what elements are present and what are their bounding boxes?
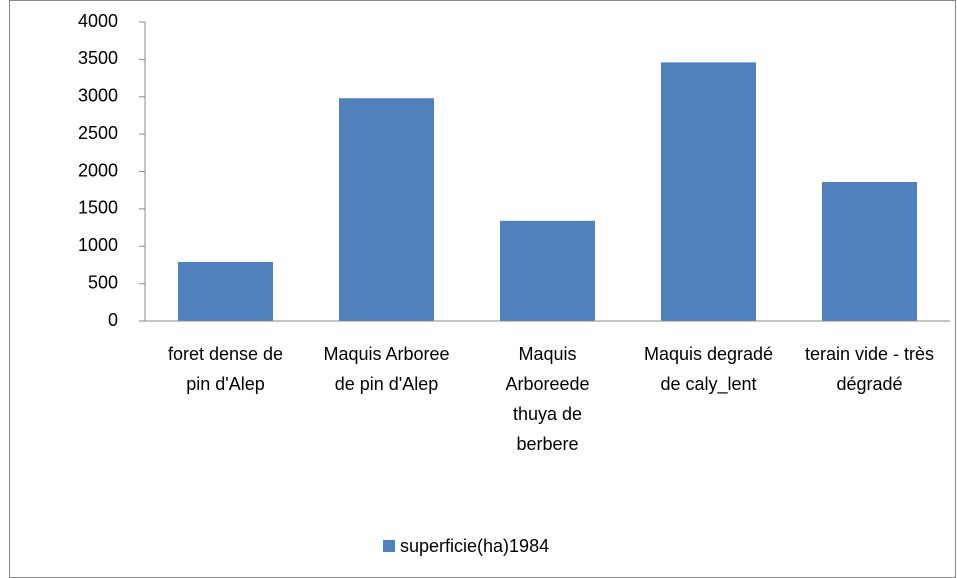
- x-tick-label: Maquis degradé de caly_lent: [644, 344, 773, 395]
- bar: [822, 181, 917, 321]
- x-tick-label: Maquis Arboree de pin d'Alep: [323, 344, 449, 394]
- y-tick-label: 1500: [78, 198, 118, 218]
- y-tick-label: 2500: [78, 123, 118, 143]
- y-tick-label: 500: [88, 272, 118, 292]
- bar: [500, 220, 595, 321]
- legend-label: superficie(ha)1984: [400, 536, 549, 556]
- y-tick-label: 3500: [78, 48, 118, 68]
- y-tick-label: 0: [108, 310, 118, 330]
- y-tick-label: 3000: [78, 86, 118, 106]
- bar: [178, 261, 273, 321]
- y-tick-label: 2000: [78, 160, 118, 180]
- x-tick-label: foret dense de pin d'Alep: [168, 344, 283, 394]
- chart-border: [9, 0, 956, 578]
- y-tick-label: 4000: [78, 11, 118, 31]
- y-tick-label: 1000: [78, 235, 118, 255]
- legend-swatch: [383, 540, 395, 552]
- bar: [339, 98, 434, 322]
- x-tick-label: Maquis Arboreede thuya de berbere: [505, 344, 589, 454]
- x-tick-label: terain vide - très dégradé: [805, 344, 934, 394]
- bar: [661, 62, 756, 322]
